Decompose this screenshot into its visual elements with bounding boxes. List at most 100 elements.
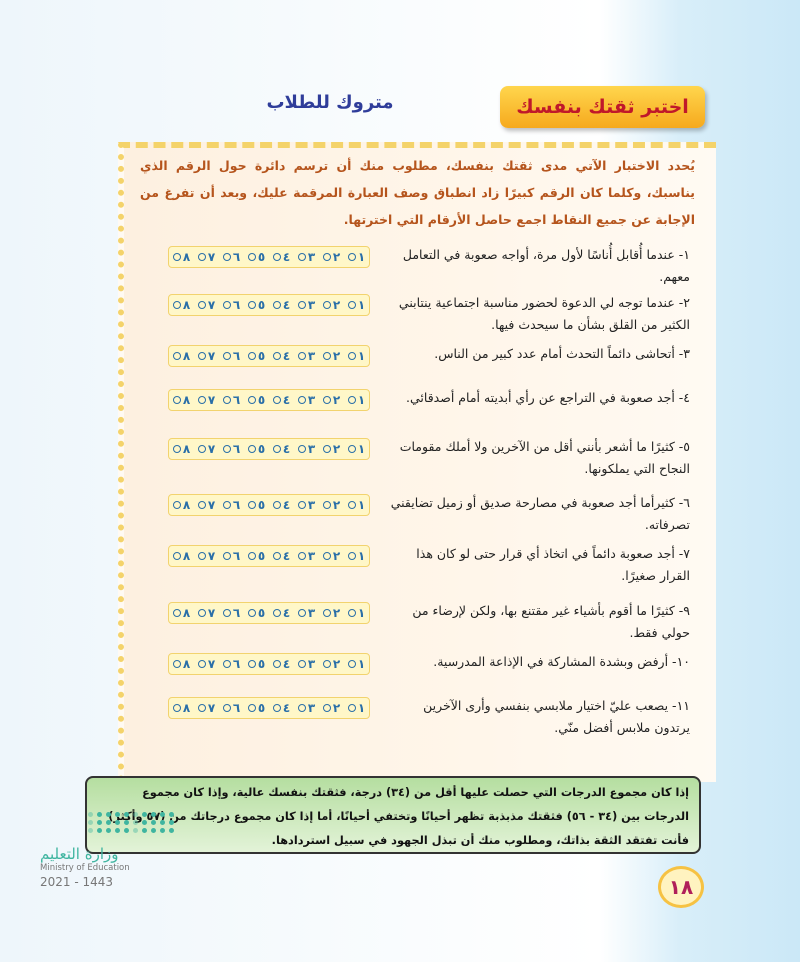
rating-option[interactable]: ٦ [222, 298, 240, 312]
rating-option[interactable]: ٨ [172, 657, 190, 671]
rating-option[interactable]: ٥ [247, 250, 265, 264]
circle-icon[interactable] [247, 552, 256, 560]
circle-icon[interactable] [272, 704, 281, 712]
rating-option[interactable]: ٢ [322, 442, 340, 456]
rating-option[interactable]: ٣ [297, 498, 315, 512]
circle-icon[interactable] [197, 501, 206, 509]
rating-option[interactable]: ٧ [197, 250, 215, 264]
circle-icon[interactable] [347, 445, 356, 453]
rating-option[interactable]: ٨ [172, 701, 190, 715]
circle-icon[interactable] [322, 609, 331, 617]
circle-icon[interactable] [197, 301, 206, 309]
circle-icon[interactable] [197, 660, 206, 668]
rating-option[interactable]: ١ [347, 657, 365, 671]
rating-option[interactable]: ٨ [172, 498, 190, 512]
rating-option[interactable]: ٤ [272, 498, 290, 512]
circle-icon[interactable] [172, 501, 181, 509]
rating-option[interactable]: ٤ [272, 657, 290, 671]
rating-option[interactable]: ٢ [322, 349, 340, 363]
rating-option[interactable]: ٧ [197, 701, 215, 715]
rating-option[interactable]: ٧ [197, 498, 215, 512]
rating-option[interactable]: ٧ [197, 298, 215, 312]
rating-option[interactable]: ٣ [297, 606, 315, 620]
rating-option[interactable]: ٣ [297, 657, 315, 671]
rating-option[interactable]: ٢ [322, 393, 340, 407]
rating-option[interactable]: ٥ [247, 606, 265, 620]
circle-icon[interactable] [197, 396, 206, 404]
rating-option[interactable]: ٦ [222, 393, 240, 407]
circle-icon[interactable] [297, 352, 306, 360]
circle-icon[interactable] [172, 552, 181, 560]
circle-icon[interactable] [272, 552, 281, 560]
circle-icon[interactable] [347, 660, 356, 668]
rating-option[interactable]: ٣ [297, 442, 315, 456]
circle-icon[interactable] [247, 253, 256, 261]
rating-option[interactable]: ٤ [272, 250, 290, 264]
rating-option[interactable]: ٤ [272, 298, 290, 312]
circle-icon[interactable] [347, 501, 356, 509]
circle-icon[interactable] [347, 396, 356, 404]
circle-icon[interactable] [297, 609, 306, 617]
circle-icon[interactable] [272, 609, 281, 617]
rating-option[interactable]: ٧ [197, 549, 215, 563]
circle-icon[interactable] [222, 704, 231, 712]
rating-option[interactable]: ٦ [222, 498, 240, 512]
circle-icon[interactable] [272, 501, 281, 509]
circle-icon[interactable] [322, 352, 331, 360]
circle-icon[interactable] [347, 301, 356, 309]
circle-icon[interactable] [197, 552, 206, 560]
rating-option[interactable]: ٥ [247, 442, 265, 456]
rating-option[interactable]: ٥ [247, 549, 265, 563]
rating-option[interactable]: ٦ [222, 250, 240, 264]
circle-icon[interactable] [272, 352, 281, 360]
circle-icon[interactable] [222, 660, 231, 668]
rating-option[interactable]: ٥ [247, 657, 265, 671]
circle-icon[interactable] [222, 501, 231, 509]
circle-icon[interactable] [197, 352, 206, 360]
rating-option[interactable]: ٦ [222, 349, 240, 363]
circle-icon[interactable] [222, 301, 231, 309]
rating-option[interactable]: ٢ [322, 549, 340, 563]
rating-option[interactable]: ٢ [322, 498, 340, 512]
rating-option[interactable]: ٤ [272, 606, 290, 620]
circle-icon[interactable] [297, 552, 306, 560]
rating-option[interactable]: ٨ [172, 606, 190, 620]
circle-icon[interactable] [222, 396, 231, 404]
circle-icon[interactable] [172, 301, 181, 309]
circle-icon[interactable] [272, 660, 281, 668]
rating-option[interactable]: ١ [347, 442, 365, 456]
rating-option[interactable]: ١ [347, 606, 365, 620]
circle-icon[interactable] [172, 396, 181, 404]
rating-option[interactable]: ٨ [172, 393, 190, 407]
circle-icon[interactable] [247, 609, 256, 617]
rating-option[interactable]: ١ [347, 701, 365, 715]
circle-icon[interactable] [222, 552, 231, 560]
rating-option[interactable]: ٧ [197, 349, 215, 363]
circle-icon[interactable] [347, 704, 356, 712]
circle-icon[interactable] [322, 301, 331, 309]
circle-icon[interactable] [322, 396, 331, 404]
circle-icon[interactable] [347, 352, 356, 360]
circle-icon[interactable] [172, 352, 181, 360]
circle-icon[interactable] [222, 352, 231, 360]
circle-icon[interactable] [172, 445, 181, 453]
circle-icon[interactable] [322, 501, 331, 509]
rating-option[interactable]: ٦ [222, 606, 240, 620]
rating-option[interactable]: ٢ [322, 250, 340, 264]
circle-icon[interactable] [297, 253, 306, 261]
rating-option[interactable]: ١ [347, 298, 365, 312]
rating-option[interactable]: ٧ [197, 442, 215, 456]
rating-option[interactable]: ٧ [197, 657, 215, 671]
rating-option[interactable]: ٨ [172, 298, 190, 312]
rating-option[interactable]: ٥ [247, 701, 265, 715]
circle-icon[interactable] [222, 253, 231, 261]
rating-option[interactable]: ٨ [172, 349, 190, 363]
rating-option[interactable]: ٤ [272, 442, 290, 456]
circle-icon[interactable] [172, 609, 181, 617]
circle-icon[interactable] [297, 301, 306, 309]
circle-icon[interactable] [347, 552, 356, 560]
rating-option[interactable]: ٣ [297, 298, 315, 312]
rating-option[interactable]: ١ [347, 349, 365, 363]
circle-icon[interactable] [272, 445, 281, 453]
circle-icon[interactable] [322, 253, 331, 261]
